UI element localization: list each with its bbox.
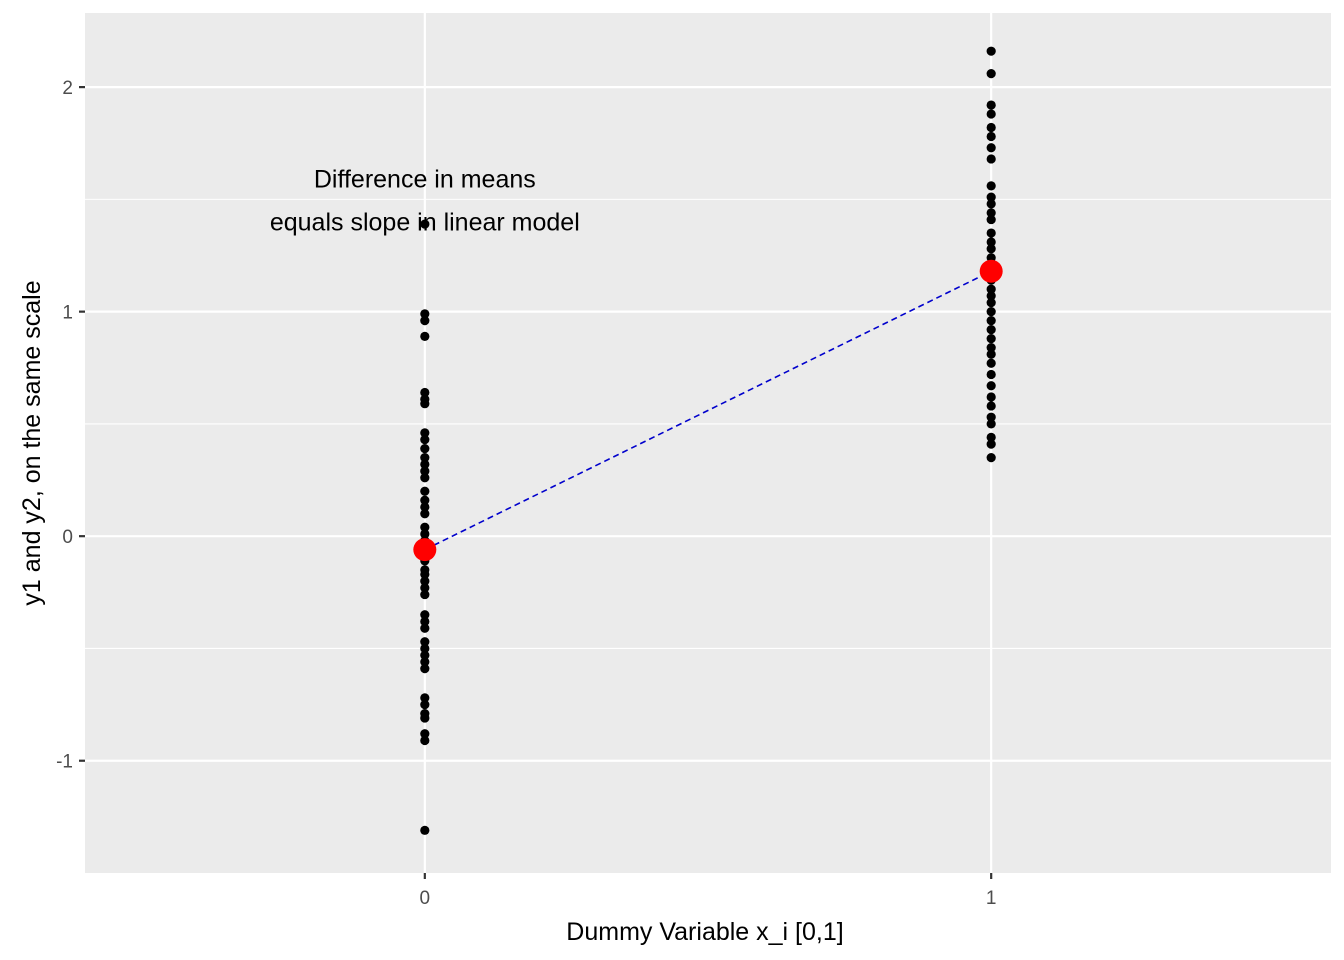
data-point-group-1 (986, 349, 996, 359)
data-point-group-1 (986, 228, 996, 238)
data-point-group-0 (420, 616, 430, 627)
data-point-group-0 (420, 643, 430, 654)
data-point-group-0 (420, 473, 430, 483)
data-point-group-0 (420, 825, 430, 835)
fit-line-layer (424, 270, 992, 551)
data-point-group-0 (420, 331, 430, 341)
data-point-group-0 (420, 428, 430, 438)
data-point-group-0 (420, 576, 430, 586)
group-mean-point (979, 259, 1003, 283)
data-point-group-0 (420, 399, 430, 409)
data-point-group-0 (420, 452, 430, 463)
data-point-group-1 (986, 316, 996, 326)
data-point-group-0 (420, 664, 430, 674)
data-point-group-1 (986, 244, 996, 254)
data-point-group-1 (986, 439, 996, 449)
data-point-group-1 (986, 342, 996, 353)
data-point-group-0 (420, 219, 430, 229)
data-point-group-0 (420, 459, 430, 469)
data-point-group-0 (420, 693, 430, 703)
data-point-group-1 (986, 154, 996, 164)
y-tick-label: 2 (62, 78, 73, 99)
data-point-group-1 (986, 412, 996, 422)
data-point-group-0 (420, 529, 430, 539)
data-point-group-0 (420, 466, 430, 476)
x-axis-title: Dummy Variable x_i [0,1] (566, 918, 843, 946)
annotation: Difference in means equals slope in line… (270, 165, 580, 236)
data-point-group-0 (420, 589, 430, 600)
data-point-group-0 (420, 316, 430, 326)
data-point-group-1 (986, 307, 996, 317)
group-mean-point (413, 538, 437, 562)
data-point-group-0 (420, 502, 430, 512)
data-point-group-1 (986, 452, 996, 463)
data-point-group-0 (420, 435, 430, 445)
annotation-line-2: equals slope in linear model (270, 208, 580, 236)
data-point-group-1 (986, 192, 996, 202)
y-tick-label: 1 (62, 303, 73, 324)
data-point-group-1 (986, 131, 996, 142)
group-means (413, 259, 1003, 562)
data-point-group-0 (420, 657, 430, 667)
data-points (420, 46, 996, 835)
data-point-group-1 (986, 100, 996, 110)
data-point-group-1 (986, 46, 996, 56)
data-point-group-0 (420, 509, 430, 519)
data-point-group-1 (986, 369, 996, 380)
y-axis-ticks: -1 0 1 2 (56, 78, 85, 773)
data-point-group-0 (420, 637, 430, 647)
data-point-group-0 (420, 309, 430, 319)
x-tick-label: 1 (986, 888, 997, 909)
y-axis-title: y1 and y2, on the same scale (18, 280, 46, 605)
data-point-group-1 (986, 143, 996, 153)
data-point-group-1 (986, 69, 996, 79)
data-point-group-0 (420, 444, 430, 454)
data-point-group-0 (420, 735, 430, 746)
data-point-group-1 (986, 298, 996, 308)
y-tick-label: -1 (56, 752, 73, 773)
data-point-group-1 (986, 237, 996, 247)
data-point-group-1 (986, 208, 996, 218)
data-point-group-1 (986, 291, 996, 301)
x-tick-label: 0 (420, 888, 431, 909)
data-point-group-1 (986, 419, 996, 429)
data-point-group-0 (420, 610, 430, 620)
data-point-group-0 (420, 729, 430, 739)
data-point-group-1 (986, 284, 996, 294)
data-point-group-0 (420, 583, 430, 593)
data-point-group-0 (420, 486, 430, 496)
y-tick-label: 0 (62, 527, 73, 548)
data-point-group-0 (420, 387, 430, 398)
data-point-group-0 (420, 522, 430, 532)
fit-line (424, 270, 992, 551)
data-point-group-1 (986, 199, 996, 209)
data-point-group-0 (420, 495, 430, 505)
plot-panel (85, 13, 1331, 873)
data-point-group-0 (420, 650, 430, 660)
data-point-group-1 (986, 214, 996, 225)
minor-grid (85, 198, 1331, 650)
data-point-group-1 (986, 109, 996, 119)
data-point-group-1 (986, 181, 996, 191)
data-point-group-0 (420, 699, 430, 710)
data-point-group-0 (420, 623, 430, 633)
data-point-group-1 (986, 122, 996, 133)
data-point-group-0 (420, 713, 430, 723)
annotation-line-1: Difference in means (314, 165, 536, 193)
data-point-group-1 (986, 358, 996, 368)
data-point-group-1 (986, 432, 996, 442)
data-point-group-1 (986, 333, 996, 344)
data-point-group-1 (986, 392, 996, 402)
data-point-group-1 (986, 325, 996, 335)
data-point-group-1 (986, 401, 996, 411)
data-point-group-1 (986, 381, 996, 391)
data-point-group-0 (420, 569, 430, 579)
